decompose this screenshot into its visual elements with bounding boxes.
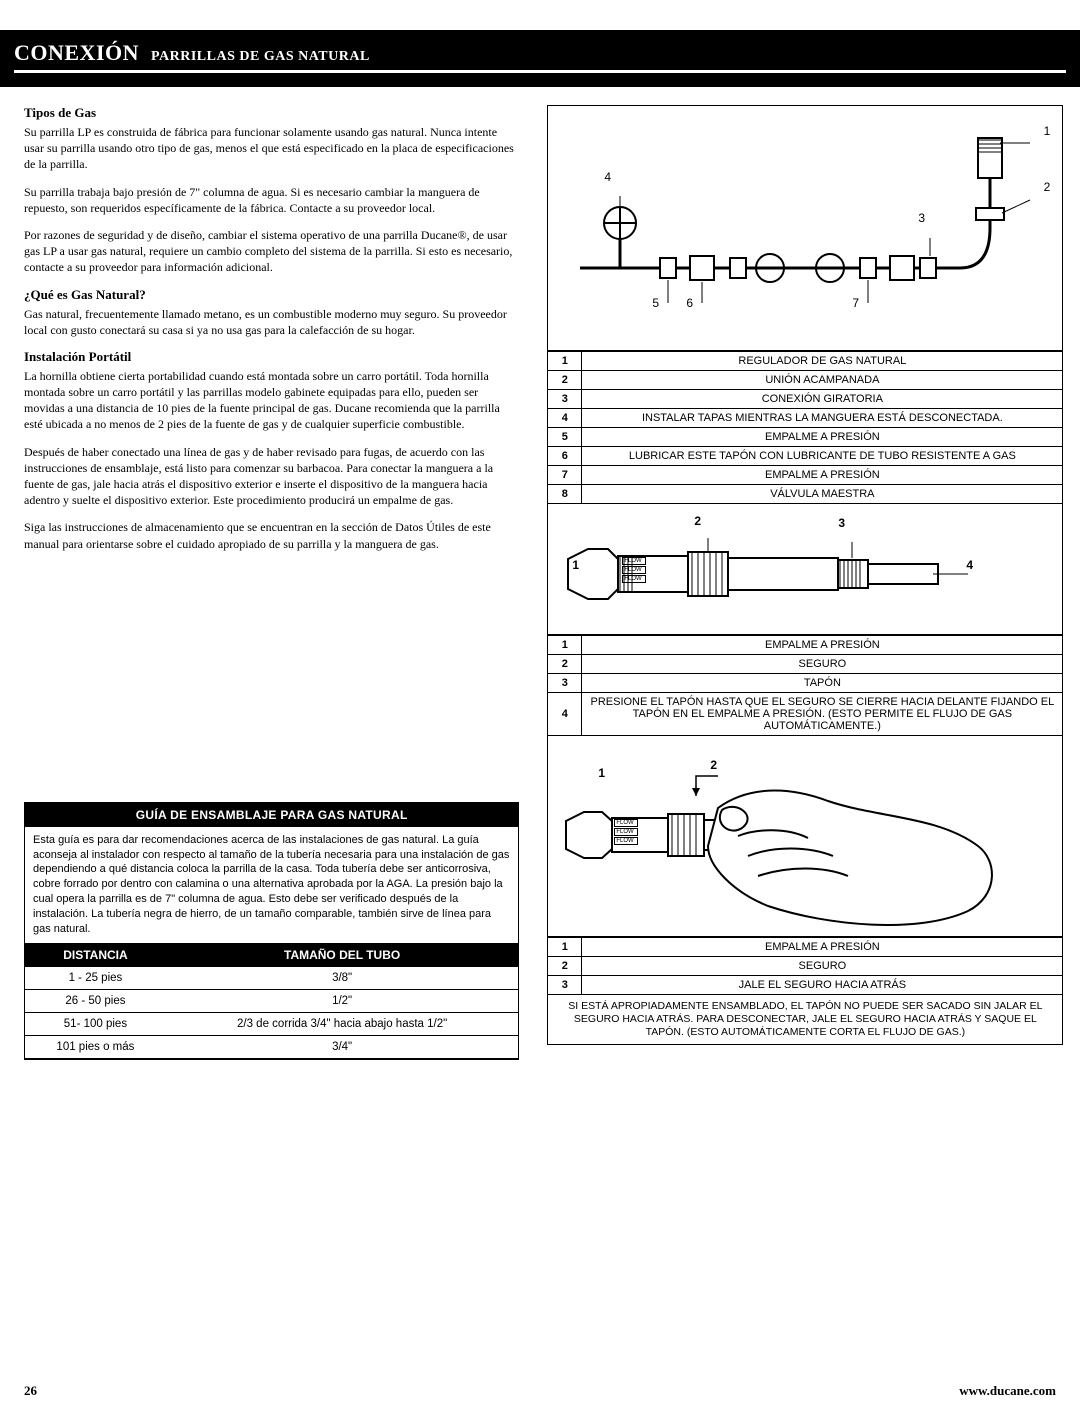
footer-note: SI ESTÁ APROPIADAMENTE ENSAMBLADO, EL TA… <box>547 995 1063 1045</box>
diagram-1: 1 2 3 4 5 6 7 <box>547 105 1063 351</box>
dist-th-1: DISTANCIA <box>25 943 166 967</box>
header-bar: CONEXIÓN PARRILLAS DE GAS NATURAL <box>0 30 1080 87</box>
diag2-label-2: 2 <box>694 514 701 528</box>
diag2-label-4: 4 <box>966 558 973 572</box>
diag1-label-7: 7 <box>852 296 859 310</box>
para-s3-1: La hornilla obtiene cierta portabilidad … <box>24 368 519 433</box>
para-s2-1: Gas natural, frecuentemente llamado meta… <box>24 306 519 338</box>
diagram-2: FLOW FLOW FLOW 1 2 3 4 <box>547 504 1063 635</box>
diag1-label-3: 3 <box>918 211 925 225</box>
table-row: 5EMPALME A PRESIÓN <box>548 428 1063 447</box>
table-row: 3CONEXIÓN GIRATORIA <box>548 390 1063 409</box>
diag2-label-1: 1 <box>572 558 579 572</box>
distance-table: DISTANCIA TAMAÑO DEL TUBO 1 - 25 pies3/8… <box>25 943 518 1059</box>
diag1-label-4: 4 <box>604 170 611 184</box>
table-row: 4INSTALAR TAPAS MIENTRAS LA MANGUERA EST… <box>548 409 1063 428</box>
diag1-label-2: 2 <box>1044 180 1051 194</box>
table-row: 4PRESIONE EL TAPÓN HASTA QUE EL SEGURO S… <box>548 693 1063 736</box>
right-column: 1 2 3 4 5 6 7 1REGULADOR DE GAS NATURAL … <box>547 105 1063 1060</box>
table-row: 26 - 50 pies1/2" <box>25 989 518 1012</box>
para-s3-3: Siga las instrucciones de almacenamiento… <box>24 519 519 551</box>
assembly-body: Esta guía es para dar recomendaciones ac… <box>25 827 518 943</box>
diag3-label-1: 1 <box>598 766 605 780</box>
parts-table-1: 1REGULADOR DE GAS NATURAL 2UNIÓN ACAMPAN… <box>547 351 1063 504</box>
para-s3-2: Después de haber conectado una línea de … <box>24 444 519 509</box>
table-row: 1 - 25 pies3/8" <box>25 967 518 990</box>
table-row: DISTANCIA TAMAÑO DEL TUBO <box>25 943 518 967</box>
diag3-label-2: 2 <box>710 758 717 772</box>
table-row: 8VÁLVULA MAESTRA <box>548 485 1063 504</box>
table-row: 3JALE EL SEGURO HACIA ATRÁS <box>548 976 1063 995</box>
table-row: 2SEGURO <box>548 957 1063 976</box>
table-row: 1REGULADOR DE GAS NATURAL <box>548 352 1063 371</box>
table-row: 101 pies o más3/4" <box>25 1035 518 1058</box>
left-column: Tipos de Gas Su parrilla LP es construid… <box>24 105 519 1060</box>
para-s1-2: Su parrilla trabaja bajo presión de 7" c… <box>24 184 519 216</box>
diag2-label-3: 3 <box>838 516 845 530</box>
diag1-label-1: 1 <box>1044 124 1051 138</box>
gas-pipe-diagram-icon <box>560 118 1050 338</box>
parts-table-2: 1EMPALME A PRESIÓN 2SEGURO 3TAPÓN 4PRESI… <box>547 635 1063 736</box>
diag1-label-5: 5 <box>652 296 659 310</box>
table-row: 2UNIÓN ACAMPANADA <box>548 371 1063 390</box>
table-row: 2SEGURO <box>548 655 1063 674</box>
para-s1-1: Su parrilla LP es construida de fábrica … <box>24 124 519 173</box>
header-title: CONEXIÓN <box>14 40 139 65</box>
assembly-head: GUÍA DE ENSAMBLAJE PARA GAS NATURAL <box>25 803 518 827</box>
table-row: 1EMPALME A PRESIÓN <box>548 938 1063 957</box>
section-head-que: ¿Qué es Gas Natural? <box>24 287 519 303</box>
section-head-tipos: Tipos de Gas <box>24 105 519 121</box>
table-row: 51- 100 pies2/3 de corrida 3/4" hacia ab… <box>25 1012 518 1035</box>
flow-tags: FLOW FLOW FLOW <box>622 556 646 584</box>
flow-tags-2: FLOW FLOW FLOW <box>614 818 638 846</box>
assembly-box: GUÍA DE ENSAMBLAJE PARA GAS NATURAL Esta… <box>24 802 519 1060</box>
main-columns: Tipos de Gas Su parrilla LP es construid… <box>0 105 1080 1060</box>
header-subtitle: PARRILLAS DE GAS NATURAL <box>151 49 370 64</box>
dist-th-2: TAMAÑO DEL TUBO <box>166 943 519 967</box>
diag1-label-6: 6 <box>686 296 693 310</box>
table-row: 3TAPÓN <box>548 674 1063 693</box>
table-row: 1EMPALME A PRESIÓN <box>548 636 1063 655</box>
section-head-instal: Instalación Portátil <box>24 349 519 365</box>
header-inner: CONEXIÓN PARRILLAS DE GAS NATURAL <box>14 40 1066 73</box>
table-row: 6LUBRICAR ESTE TAPÓN CON LUBRICANTE DE T… <box>548 447 1063 466</box>
para-s1-3: Por razones de seguridad y de diseño, ca… <box>24 227 519 276</box>
diagram-3: FLOW FLOW FLOW 1 2 <box>547 736 1063 937</box>
parts-table-3: 1EMPALME A PRESIÓN 2SEGURO 3JALE EL SEGU… <box>547 937 1063 995</box>
table-row: 7EMPALME A PRESIÓN <box>548 466 1063 485</box>
